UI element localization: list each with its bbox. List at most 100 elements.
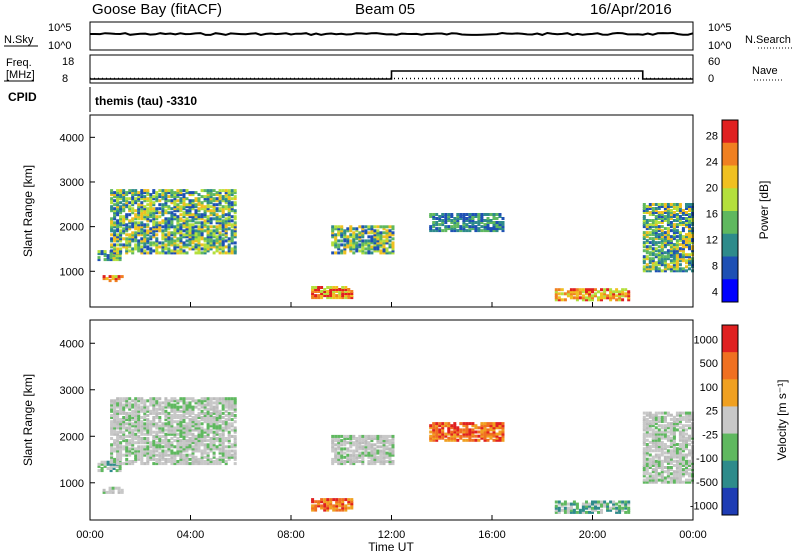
echo-cell	[191, 451, 195, 455]
echo-cell	[224, 221, 228, 225]
echo-cell	[666, 434, 670, 438]
echo-cell	[657, 211, 661, 214]
echo-cell	[391, 241, 395, 245]
echo-cell	[230, 251, 234, 255]
echo-cell	[185, 407, 189, 411]
echo-cell	[675, 243, 679, 247]
echo-cell	[161, 407, 165, 411]
echo-cell	[465, 424, 469, 428]
echo-cell	[606, 288, 610, 292]
echo-cell	[176, 453, 180, 457]
echo-cell	[191, 407, 195, 411]
echo-cell	[340, 243, 344, 247]
echo-cell	[218, 401, 222, 405]
echo-cell	[367, 437, 371, 440]
echo-cell	[137, 239, 141, 243]
echo-cell	[314, 506, 318, 510]
echo-cell	[197, 426, 201, 430]
echo-cell	[140, 195, 144, 199]
echo-cell	[688, 203, 691, 206]
echo-cell	[681, 209, 685, 212]
echo-cell	[618, 508, 622, 512]
echo-cell	[185, 189, 189, 193]
echo-cell	[681, 472, 685, 476]
echo-cell	[654, 478, 658, 482]
echo-cell	[642, 261, 646, 265]
echo-cell	[678, 430, 682, 434]
echo-cell	[338, 294, 342, 298]
echo-cell	[429, 426, 433, 430]
echo-cell	[188, 420, 192, 424]
echo-cell	[678, 453, 682, 457]
echo-cell	[669, 269, 673, 273]
echo-cell	[688, 426, 691, 430]
echo-cell	[122, 189, 126, 193]
echo-cell	[191, 207, 195, 211]
echo-cell	[660, 237, 664, 241]
echo-cell	[666, 213, 670, 216]
echo-cell	[233, 221, 237, 225]
echo-cell	[167, 241, 171, 245]
echo-cell	[453, 422, 457, 426]
echo-cell	[176, 460, 180, 463]
echo-cell	[182, 397, 186, 401]
echo-cell	[343, 462, 347, 466]
echo-cell	[155, 221, 159, 225]
echo-cell	[203, 219, 207, 223]
echo-cell	[678, 259, 682, 263]
echo-cell	[203, 211, 207, 215]
echo-cell	[230, 239, 234, 243]
echo-cell	[666, 217, 670, 220]
echo-cell	[444, 225, 448, 229]
power-colorbar-label: Power [dB]	[757, 181, 771, 240]
echo-cell	[332, 504, 336, 508]
echo-cell	[109, 469, 113, 473]
echo-cell	[221, 439, 225, 443]
echo-cell	[143, 437, 147, 440]
echo-cell	[361, 239, 365, 243]
echo-cell	[364, 225, 368, 229]
echo-cell	[678, 455, 682, 459]
echo-cell	[672, 434, 676, 438]
echo-cell	[666, 449, 670, 453]
echo-cell	[179, 227, 183, 231]
echo-cell	[474, 221, 478, 224]
echo-cell	[379, 453, 383, 457]
echo-cell	[501, 436, 505, 440]
echo-cell	[581, 510, 585, 514]
echo-cell	[323, 508, 327, 512]
echo-cell	[173, 241, 177, 245]
echo-cell	[355, 229, 359, 233]
echo-cell	[155, 414, 159, 417]
echo-cell	[388, 251, 392, 255]
echo-cell	[663, 457, 667, 461]
echo-cell	[657, 478, 661, 482]
echo-cell	[645, 257, 649, 261]
echo-cell	[197, 231, 201, 235]
echo-cell	[158, 407, 162, 411]
echo-cell	[323, 498, 327, 502]
echo-cell	[685, 269, 688, 273]
echo-cell	[149, 195, 153, 199]
echo-cell	[642, 455, 646, 459]
echo-cell	[480, 428, 484, 432]
echo-cell	[678, 231, 682, 235]
echo-cell	[200, 409, 204, 413]
echo-cell	[657, 457, 661, 461]
echo-cell	[341, 286, 345, 289]
echo-cell	[146, 449, 150, 453]
echo-cell	[233, 399, 237, 403]
echo-cell	[341, 290, 345, 293]
echo-cell	[331, 443, 335, 447]
echo-cell	[143, 407, 147, 411]
echo-cell	[137, 453, 141, 457]
echo-cell	[221, 460, 225, 463]
echo-cell	[200, 405, 204, 409]
echo-cell	[486, 229, 490, 233]
echo-cell	[134, 193, 138, 197]
echo-cell	[227, 401, 231, 405]
echo-cell	[212, 199, 216, 203]
echo-cell	[663, 417, 667, 421]
echo-cell	[388, 447, 392, 451]
echo-cell	[492, 213, 496, 216]
